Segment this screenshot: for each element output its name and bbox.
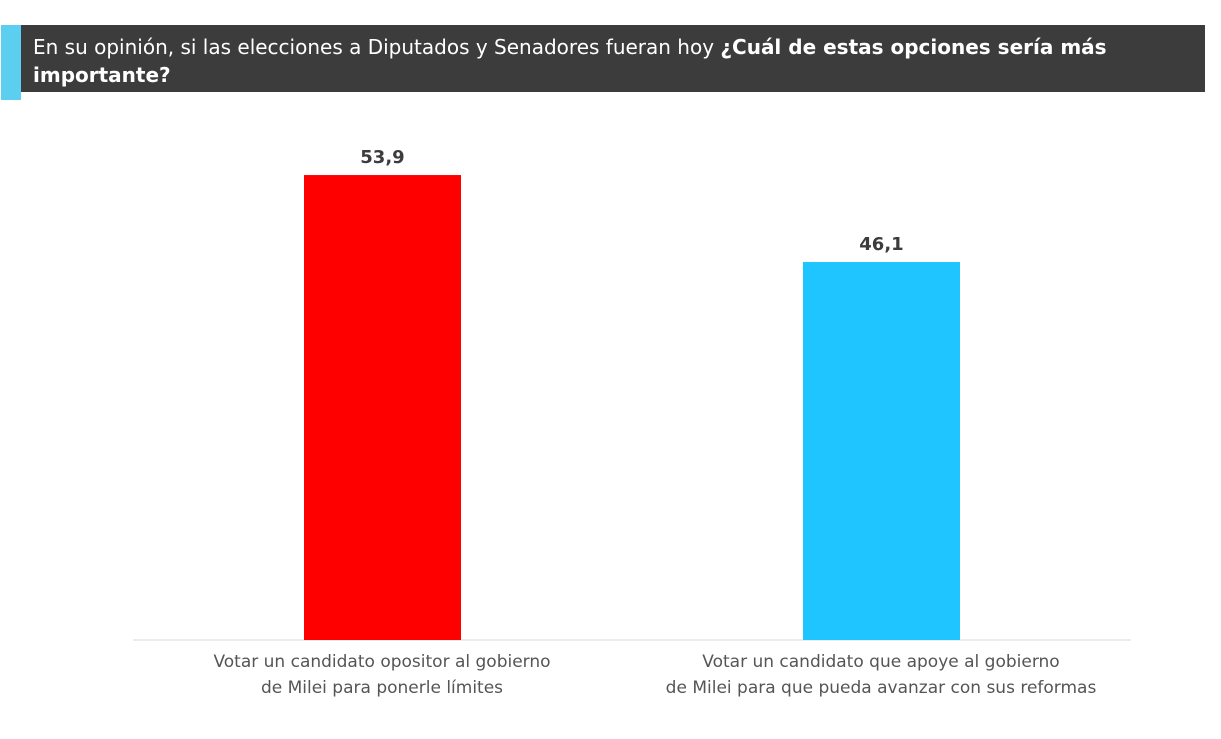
title-regular: En su opinión, si las elecciones a Diput… (33, 35, 721, 59)
category-label-1: Votar un candidato que apoye al gobierno… (621, 649, 1141, 701)
data-label-0: 53,9 (360, 147, 404, 168)
category-label-0: Votar un candidato opositor al gobierno … (122, 649, 642, 701)
category-label-0-line-1: Votar un candidato opositor al gobierno (213, 652, 551, 672)
bar-1 (803, 262, 960, 640)
title-bold: ¿Cuál de estas opciones sería más import… (33, 35, 1107, 87)
category-label-1-line-1: Votar un candidato que apoye al gobierno (702, 652, 1060, 672)
header-accent-bar (1, 25, 21, 100)
data-label-1: 46,1 (859, 234, 903, 255)
bar-0 (304, 175, 461, 641)
chart-title: En su opinión, si las elecciones a Diput… (21, 25, 1205, 92)
category-label-1-line-2: de Milei para que pueda avanzar con sus … (665, 678, 1097, 698)
category-label-0-line-2: de Milei para ponerle límites (260, 678, 504, 698)
